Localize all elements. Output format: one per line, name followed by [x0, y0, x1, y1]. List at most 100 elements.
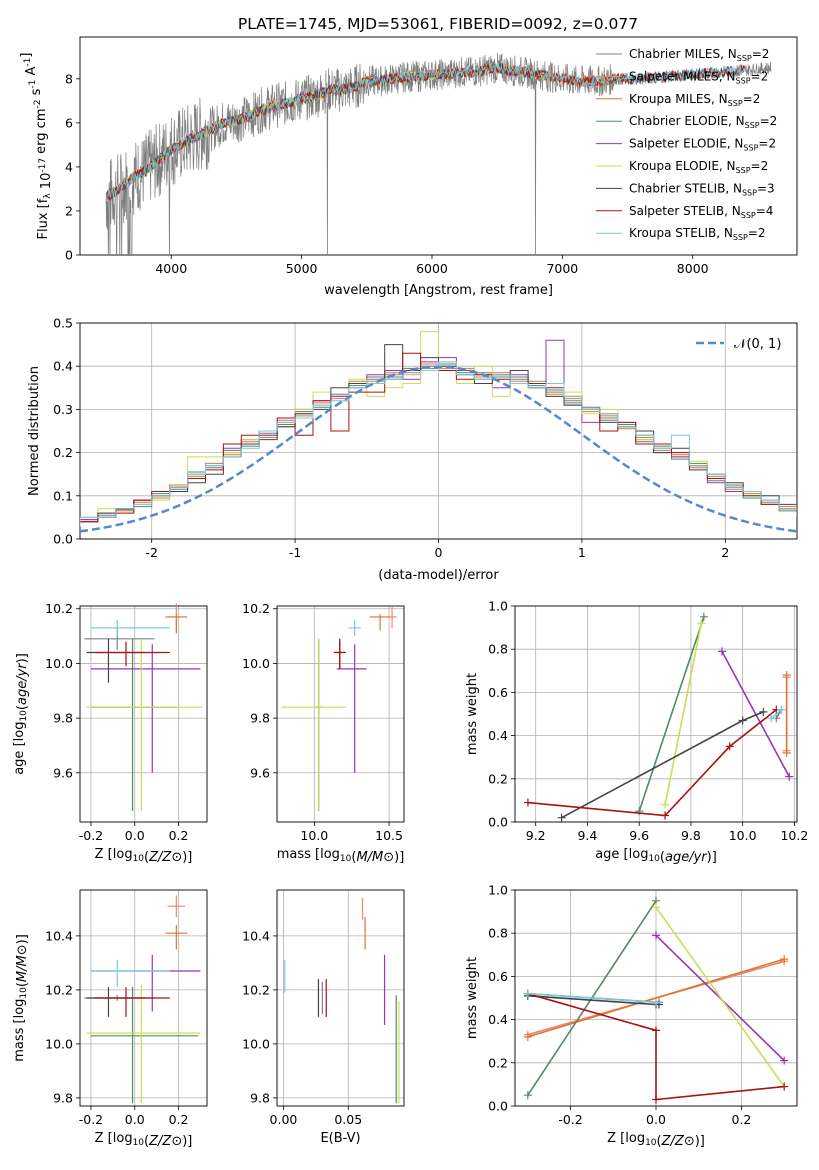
y-tick-label: 1.0 — [488, 883, 508, 898]
mass-vs-metallicity-panel: -0.2 0.0 0.2 9.8 10.0 10.2 10.4 Z [log10(Z/Z⊙)]… — [12, 889, 208, 1149]
histogram-step-series — [80, 361, 797, 523]
x-tick-label: 0.2 — [732, 1112, 752, 1127]
y-tick-label: 9.8 — [53, 1090, 73, 1105]
mass-weight-line — [527, 709, 777, 817]
plot-frame — [79, 605, 208, 823]
x-tick-label: -1 — [289, 545, 301, 560]
spectrum-legend: Chabrier MILES, NSSP=2 Salpeter MILES, NS… — [596, 47, 777, 242]
y-tick-label: 0.4 — [488, 728, 508, 743]
mass-weight-marker — [652, 931, 660, 940]
y-tick-label: 10.0 — [242, 1036, 270, 1051]
plot-frame — [276, 889, 405, 1107]
x-tick-label: 0 — [435, 545, 443, 560]
x-axis-label: (data-model)/error — [378, 568, 499, 583]
x-tick-label: 9.4 — [577, 828, 597, 843]
mass-weight-marker — [759, 707, 768, 716]
mass-weight-marker — [652, 903, 660, 912]
y-tick-label: 0.2 — [488, 771, 508, 786]
y-tick-label: 0.6 — [488, 685, 508, 700]
x-tick-label: -0.2 — [79, 1112, 103, 1127]
mass-weight-line — [527, 958, 785, 1038]
mass-weight-line — [638, 616, 705, 812]
y-axis-label: mass [log10(M/M⊙)] — [12, 934, 30, 1062]
x-axis-label: age [log10(age/yr)] — [595, 847, 717, 865]
figure-title: PLATE=1745, MJD=53061, FIBERID=0092, z=0… — [238, 15, 638, 33]
x-tick-label: 9.6 — [629, 828, 649, 843]
x-tick-label: 0.00 — [270, 1112, 298, 1127]
y-tick-label: 10.2 — [242, 982, 270, 997]
y-tick-label: 9.6 — [53, 765, 73, 780]
y-tick-label: 9.8 — [250, 1090, 270, 1105]
mass-weight-marker — [523, 1032, 532, 1041]
x-axis-label: Z [log10(Z/Z⊙)] — [607, 1131, 705, 1149]
plot-frame — [79, 36, 798, 256]
y-tick-label: 10.0 — [45, 656, 73, 671]
y-tick-label: 10.0 — [45, 1036, 73, 1051]
x-tick-label: 10.5 — [375, 828, 403, 843]
x-axis-label: Z [log10(Z/Z⊙)] — [95, 1131, 193, 1149]
y-tick-label: 8 — [65, 71, 73, 86]
mass-weight-vs-metallicity-panel: -0.2 0.0 0.2 0.0 0.2 0.4 0.6 0.8 1.0 Z [log10(Z/Z… — [465, 883, 798, 1149]
mass-weight-line — [527, 992, 785, 1101]
y-tick-label: 0 — [65, 248, 73, 263]
x-tick-label: 10.0 — [729, 828, 757, 843]
y-tick-label: 6 — [65, 115, 73, 130]
mass-weight-line — [721, 651, 790, 777]
normal-curve — [79, 365, 798, 533]
legend-label: Chabrier STELIB, NSSP=3 — [629, 181, 775, 197]
y-axis-label: Normed distribution — [27, 366, 42, 496]
y-tick-label: 0.2 — [53, 445, 73, 460]
mass-weight-marker — [523, 989, 532, 998]
legend-label: 𝒩(0, 1) — [734, 337, 781, 352]
mass-weight-marker — [699, 612, 708, 621]
y-tick-label: 10.4 — [242, 928, 270, 943]
y-axis-label: Flux [fλ 10-17 erg cm-2 s-1 A-1] — [19, 53, 54, 240]
y-tick-label: 9.8 — [250, 711, 270, 726]
y-tick-label: 0.0 — [488, 1099, 508, 1114]
y-tick-label: 2 — [65, 203, 73, 218]
mass-weight-marker — [652, 998, 660, 1007]
y-tick-label: 10.4 — [45, 928, 73, 943]
histogram-step-series — [80, 363, 797, 527]
x-tick-label: -0.2 — [79, 828, 103, 843]
y-tick-label: 1.0 — [488, 599, 508, 614]
mass-weight-marker — [661, 800, 670, 809]
legend-label: Kroupa STELIB, NSSP=2 — [629, 226, 766, 242]
legend-label: Kroupa ELODIE, NSSP=2 — [629, 159, 768, 175]
y-tick-label: 0.0 — [53, 532, 73, 547]
plot-frame — [79, 322, 798, 540]
age-vs-mass-panel: 10.0 10.5 9.6 9.8 10.0 10.2 mass [log10(M/M⊙)] — [242, 601, 405, 865]
x-tick-label: 9.2 — [526, 828, 546, 843]
mass-weight-marker — [780, 1056, 789, 1065]
mass-vs-extinction-panel: 0.00 0.05 9.8 10.0 10.2 10.4 E(B-V) — [242, 889, 405, 1146]
x-axis-label: mass [log10(M/M⊙)] — [277, 847, 405, 865]
x-tick-label: 6000 — [416, 261, 448, 276]
mass-weight-marker — [661, 811, 670, 820]
mass-weight-marker — [777, 705, 786, 714]
spectrum-panel: 4000 5000 6000 7000 8000 0 2 4 6 8 wavelength [Ang… — [19, 36, 798, 298]
y-tick-label: 0.2 — [488, 1055, 508, 1070]
mass-weight-marker — [780, 955, 789, 964]
mass-weight-marker — [557, 813, 566, 822]
plot-frame — [79, 889, 208, 1107]
y-tick-label: 0.4 — [53, 359, 73, 374]
mass-weight-line — [770, 709, 783, 719]
mass-weight-marker — [782, 748, 791, 757]
y-tick-label: 10.2 — [45, 601, 73, 616]
x-tick-label: 7000 — [546, 261, 578, 276]
y-axis-label: mass weight — [465, 957, 480, 1039]
x-tick-label: 5000 — [286, 261, 318, 276]
spectrum-model-line — [105, 62, 745, 203]
y-tick-label: 4 — [65, 159, 73, 174]
x-tick-label: 0.0 — [125, 828, 145, 843]
mass-weight-marker — [523, 1091, 532, 1100]
x-axis-label: wavelength [Angstrom, rest frame] — [324, 283, 553, 298]
mass-weight-vs-age-panel: 9.2 9.4 9.6 9.8 10.0 10.2 0.0 0.2 0.4 0.6 0.8 1.0 ag… — [465, 599, 808, 866]
y-axis-label: mass weight — [465, 673, 480, 755]
y-tick-label: 0.0 — [488, 815, 508, 830]
residual-histogram-panel: -2 -1 0 1 2 0.0 0.1 0.2 0.3 0.4 0.5 (data-model)/er… — [27, 316, 798, 583]
y-tick-label: 0.5 — [53, 316, 73, 331]
mass-weight-marker — [523, 798, 532, 807]
spectrum-model-line — [105, 63, 745, 200]
